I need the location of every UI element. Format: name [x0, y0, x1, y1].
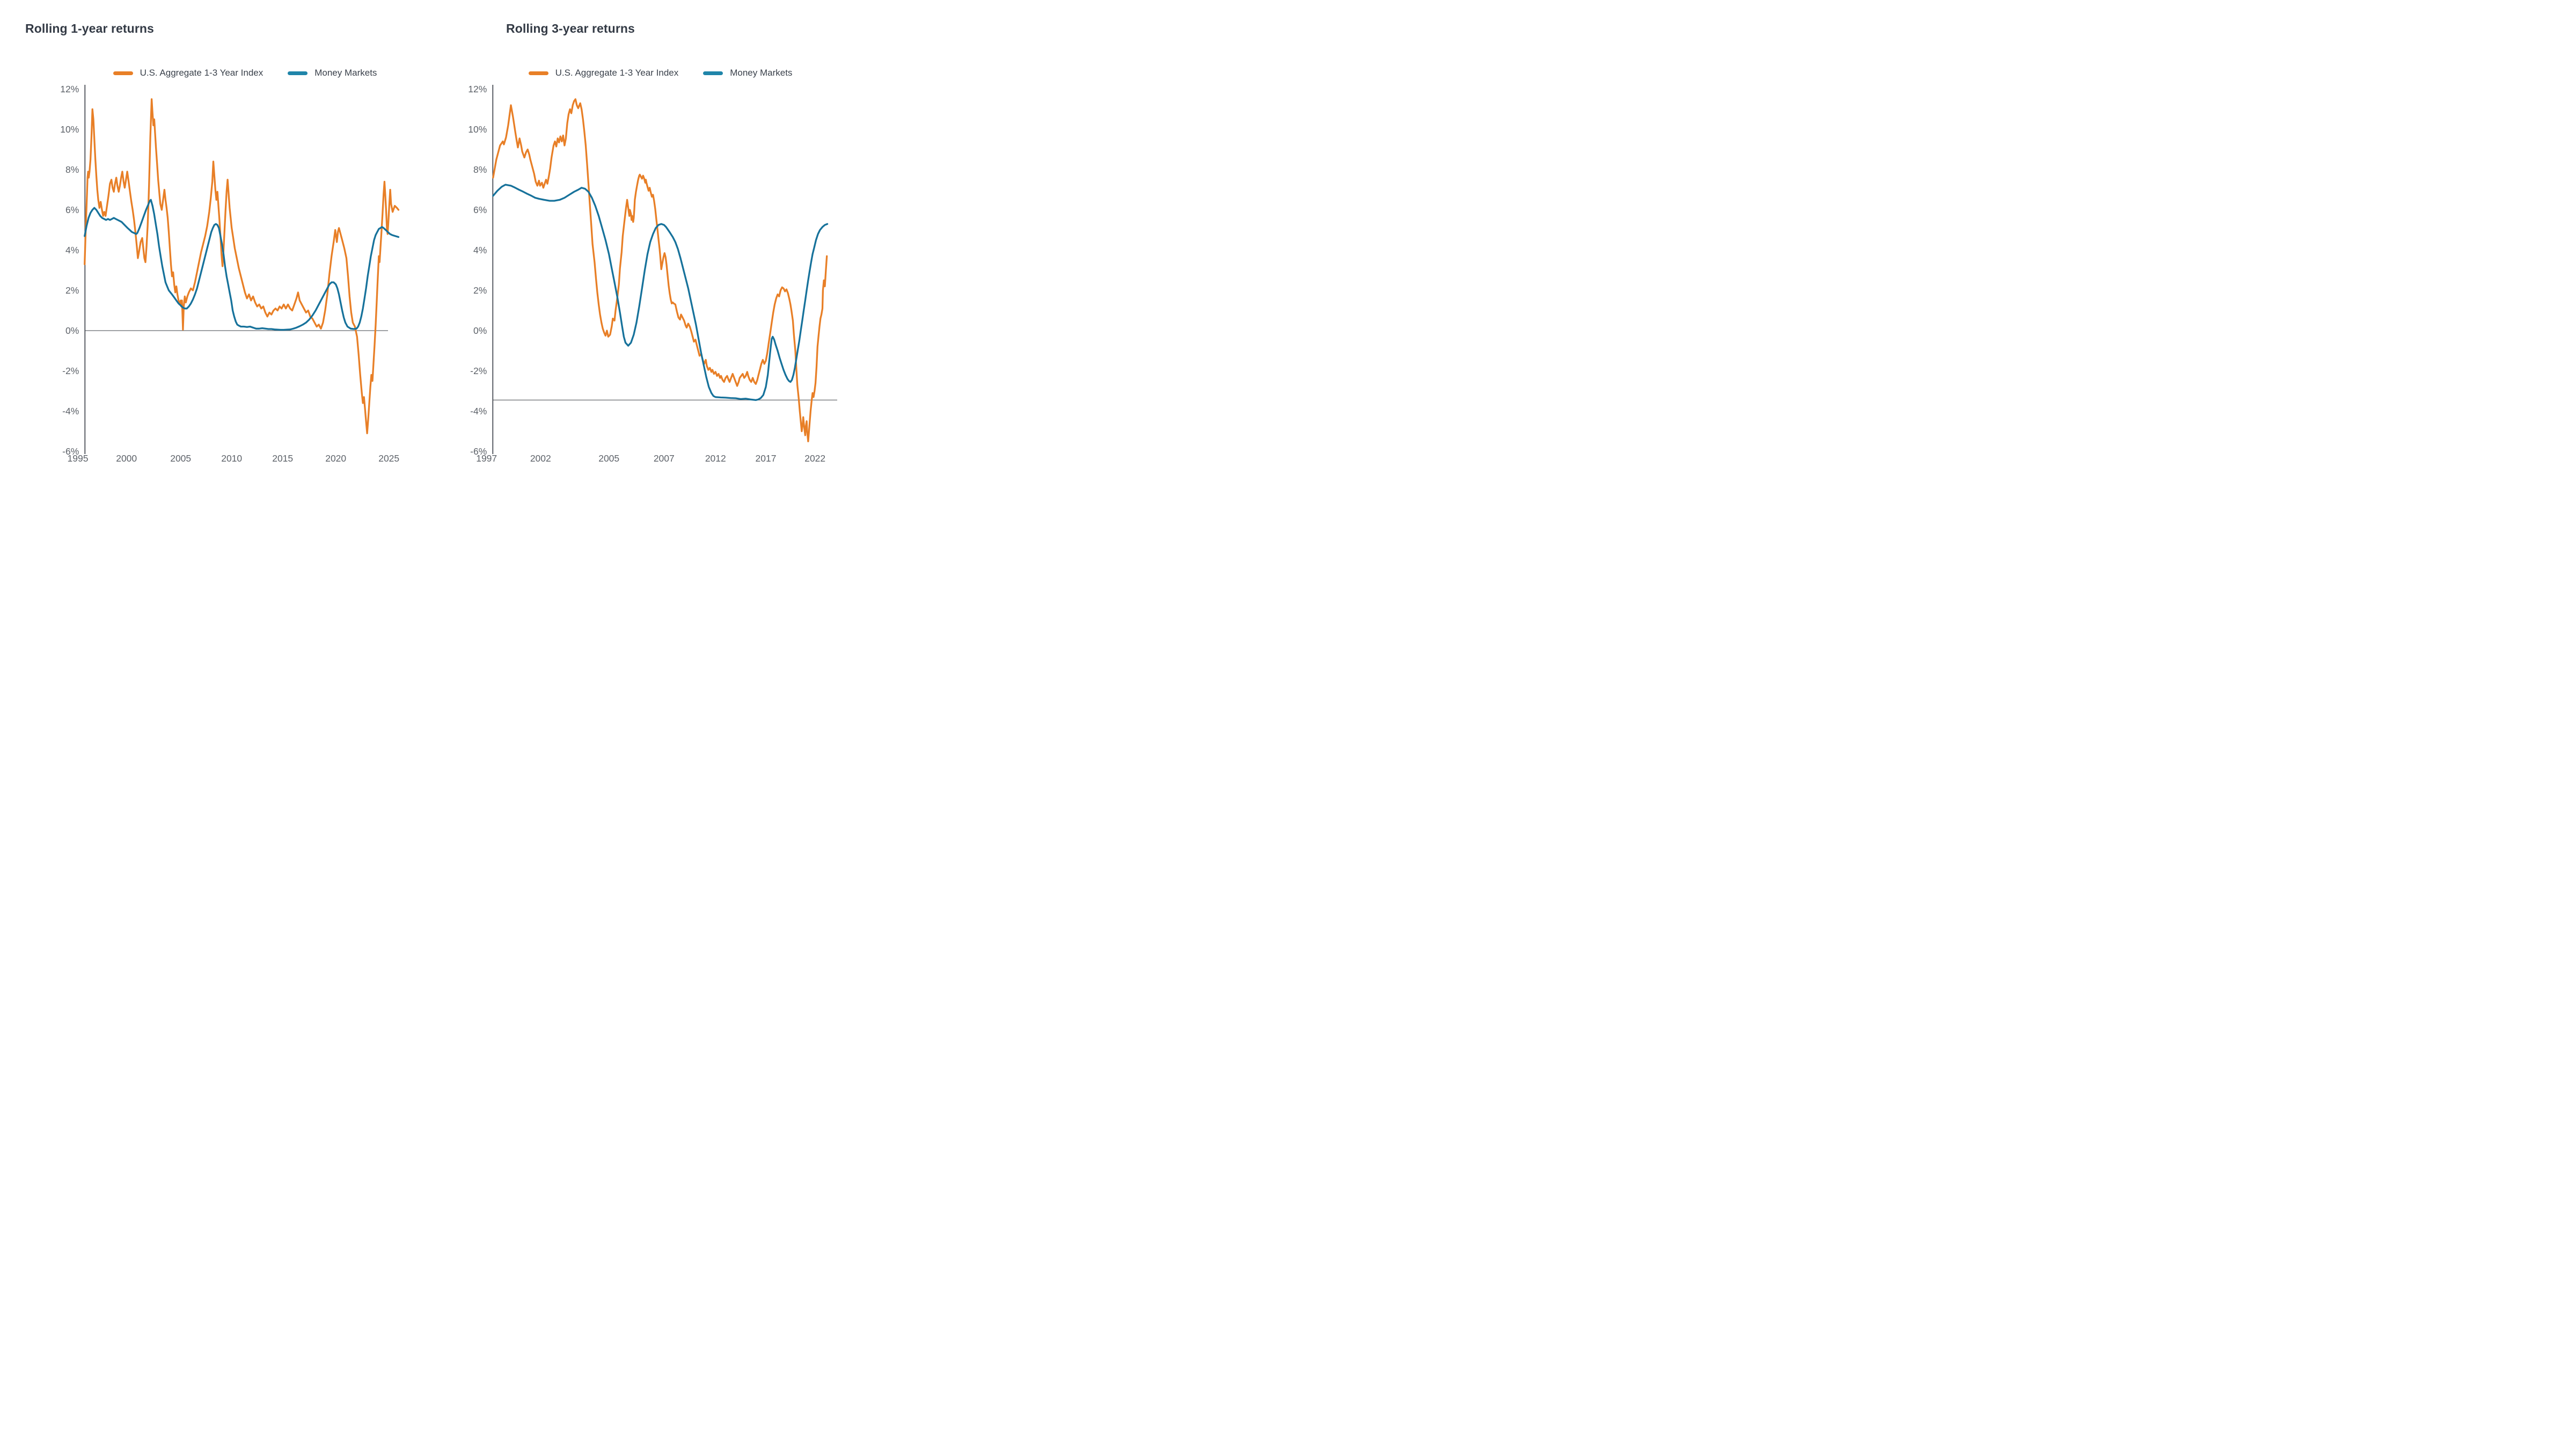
y-tick-label: -4%	[470, 406, 487, 416]
legend-label-money-markets: Money Markets	[730, 68, 793, 78]
y-tick-label: 4%	[65, 245, 79, 255]
legend-label-money-markets: Money Markets	[314, 68, 377, 78]
x-tick-label: 2022	[804, 453, 825, 464]
y-tick-label: -4%	[62, 406, 79, 416]
x-tick-label: 2010	[221, 453, 242, 464]
x-tick-label: 2017	[756, 453, 777, 464]
rolling-3yr-panel: Rolling 3-year returns U.S. Aggregate 1-…	[429, 0, 859, 483]
x-tick-label: 2002	[530, 453, 551, 464]
aggregate-series-swatch-icon	[113, 71, 133, 75]
money-markets-series-swatch-icon	[703, 71, 723, 75]
legend-3yr: U.S. Aggregate 1-3 Year Index Money Mark…	[493, 68, 828, 78]
legend-item-money-markets: Money Markets	[288, 68, 377, 78]
rolling-1yr-panel: Rolling 1-year returns U.S. Aggregate 1-…	[0, 0, 429, 483]
legend-item-aggregate: U.S. Aggregate 1-3 Year Index	[528, 68, 679, 78]
money-markets-series-swatch-icon	[288, 71, 308, 75]
x-tick-label: 2007	[654, 453, 675, 464]
y-tick-label: 12%	[60, 84, 79, 94]
x-tick-label: 2012	[705, 453, 726, 464]
x-tick-label: 2005	[170, 453, 191, 464]
y-tick-label: 10%	[468, 124, 487, 135]
x-tick-label: 2005	[598, 453, 619, 464]
x-tick-label: 2000	[116, 453, 137, 464]
y-tick-label: 2%	[65, 285, 79, 296]
y-tick-label: 0%	[65, 325, 79, 336]
x-tick-label: 1997	[476, 453, 497, 464]
series-line-money-markets	[492, 184, 829, 401]
legend-item-aggregate: U.S. Aggregate 1-3 Year Index	[113, 68, 264, 78]
y-tick-label: -6%	[470, 446, 487, 457]
y-tick-label: -2%	[470, 366, 487, 376]
y-tick-label: -2%	[62, 366, 79, 376]
legend-label-aggregate: U.S. Aggregate 1-3 Year Index	[555, 68, 679, 78]
x-tick-label: 2020	[325, 453, 346, 464]
y-tick-label: 8%	[65, 164, 79, 175]
y-tick-label: 6%	[473, 204, 487, 215]
aggregate-series-swatch-icon	[528, 71, 548, 75]
y-tick-label: 8%	[473, 164, 487, 175]
x-tick-label: 2025	[378, 453, 399, 464]
rolling-returns-page: Rolling 1-year returns U.S. Aggregate 1-…	[0, 0, 859, 483]
series-line-aggregate	[492, 98, 828, 442]
y-tick-label: 2%	[473, 285, 487, 296]
x-tick-label: 1995	[68, 453, 89, 464]
series-line-aggregate	[84, 98, 400, 434]
y-tick-label: 6%	[65, 204, 79, 215]
y-tick-label: 10%	[60, 124, 79, 135]
y-tick-label: 0%	[473, 325, 487, 336]
legend-1yr: U.S. Aggregate 1-3 Year Index Money Mark…	[85, 68, 405, 78]
chart-3yr-plot: 12% 10% 8% 6% 4% 2% 0% -2% -4% -6%1997 2002 2005 200…	[468, 84, 837, 464]
chart-title-1yr: Rolling 1-year returns	[25, 21, 154, 35]
legend-label-aggregate: U.S. Aggregate 1-3 Year Index	[140, 68, 264, 78]
y-tick-label: 12%	[468, 84, 487, 94]
y-tick-label: 4%	[473, 245, 487, 255]
x-tick-label: 2015	[272, 453, 293, 464]
y-tick-label: -6%	[62, 446, 79, 457]
legend-item-money-markets: Money Markets	[703, 68, 792, 78]
chart-1yr-plot: 12% 10% 8% 6% 4% 2% 0% -2% -4% -6%1995 2000 2005 201…	[60, 84, 400, 464]
series-line-money-markets	[84, 199, 400, 331]
chart-title-3yr: Rolling 3-year returns	[506, 21, 635, 35]
